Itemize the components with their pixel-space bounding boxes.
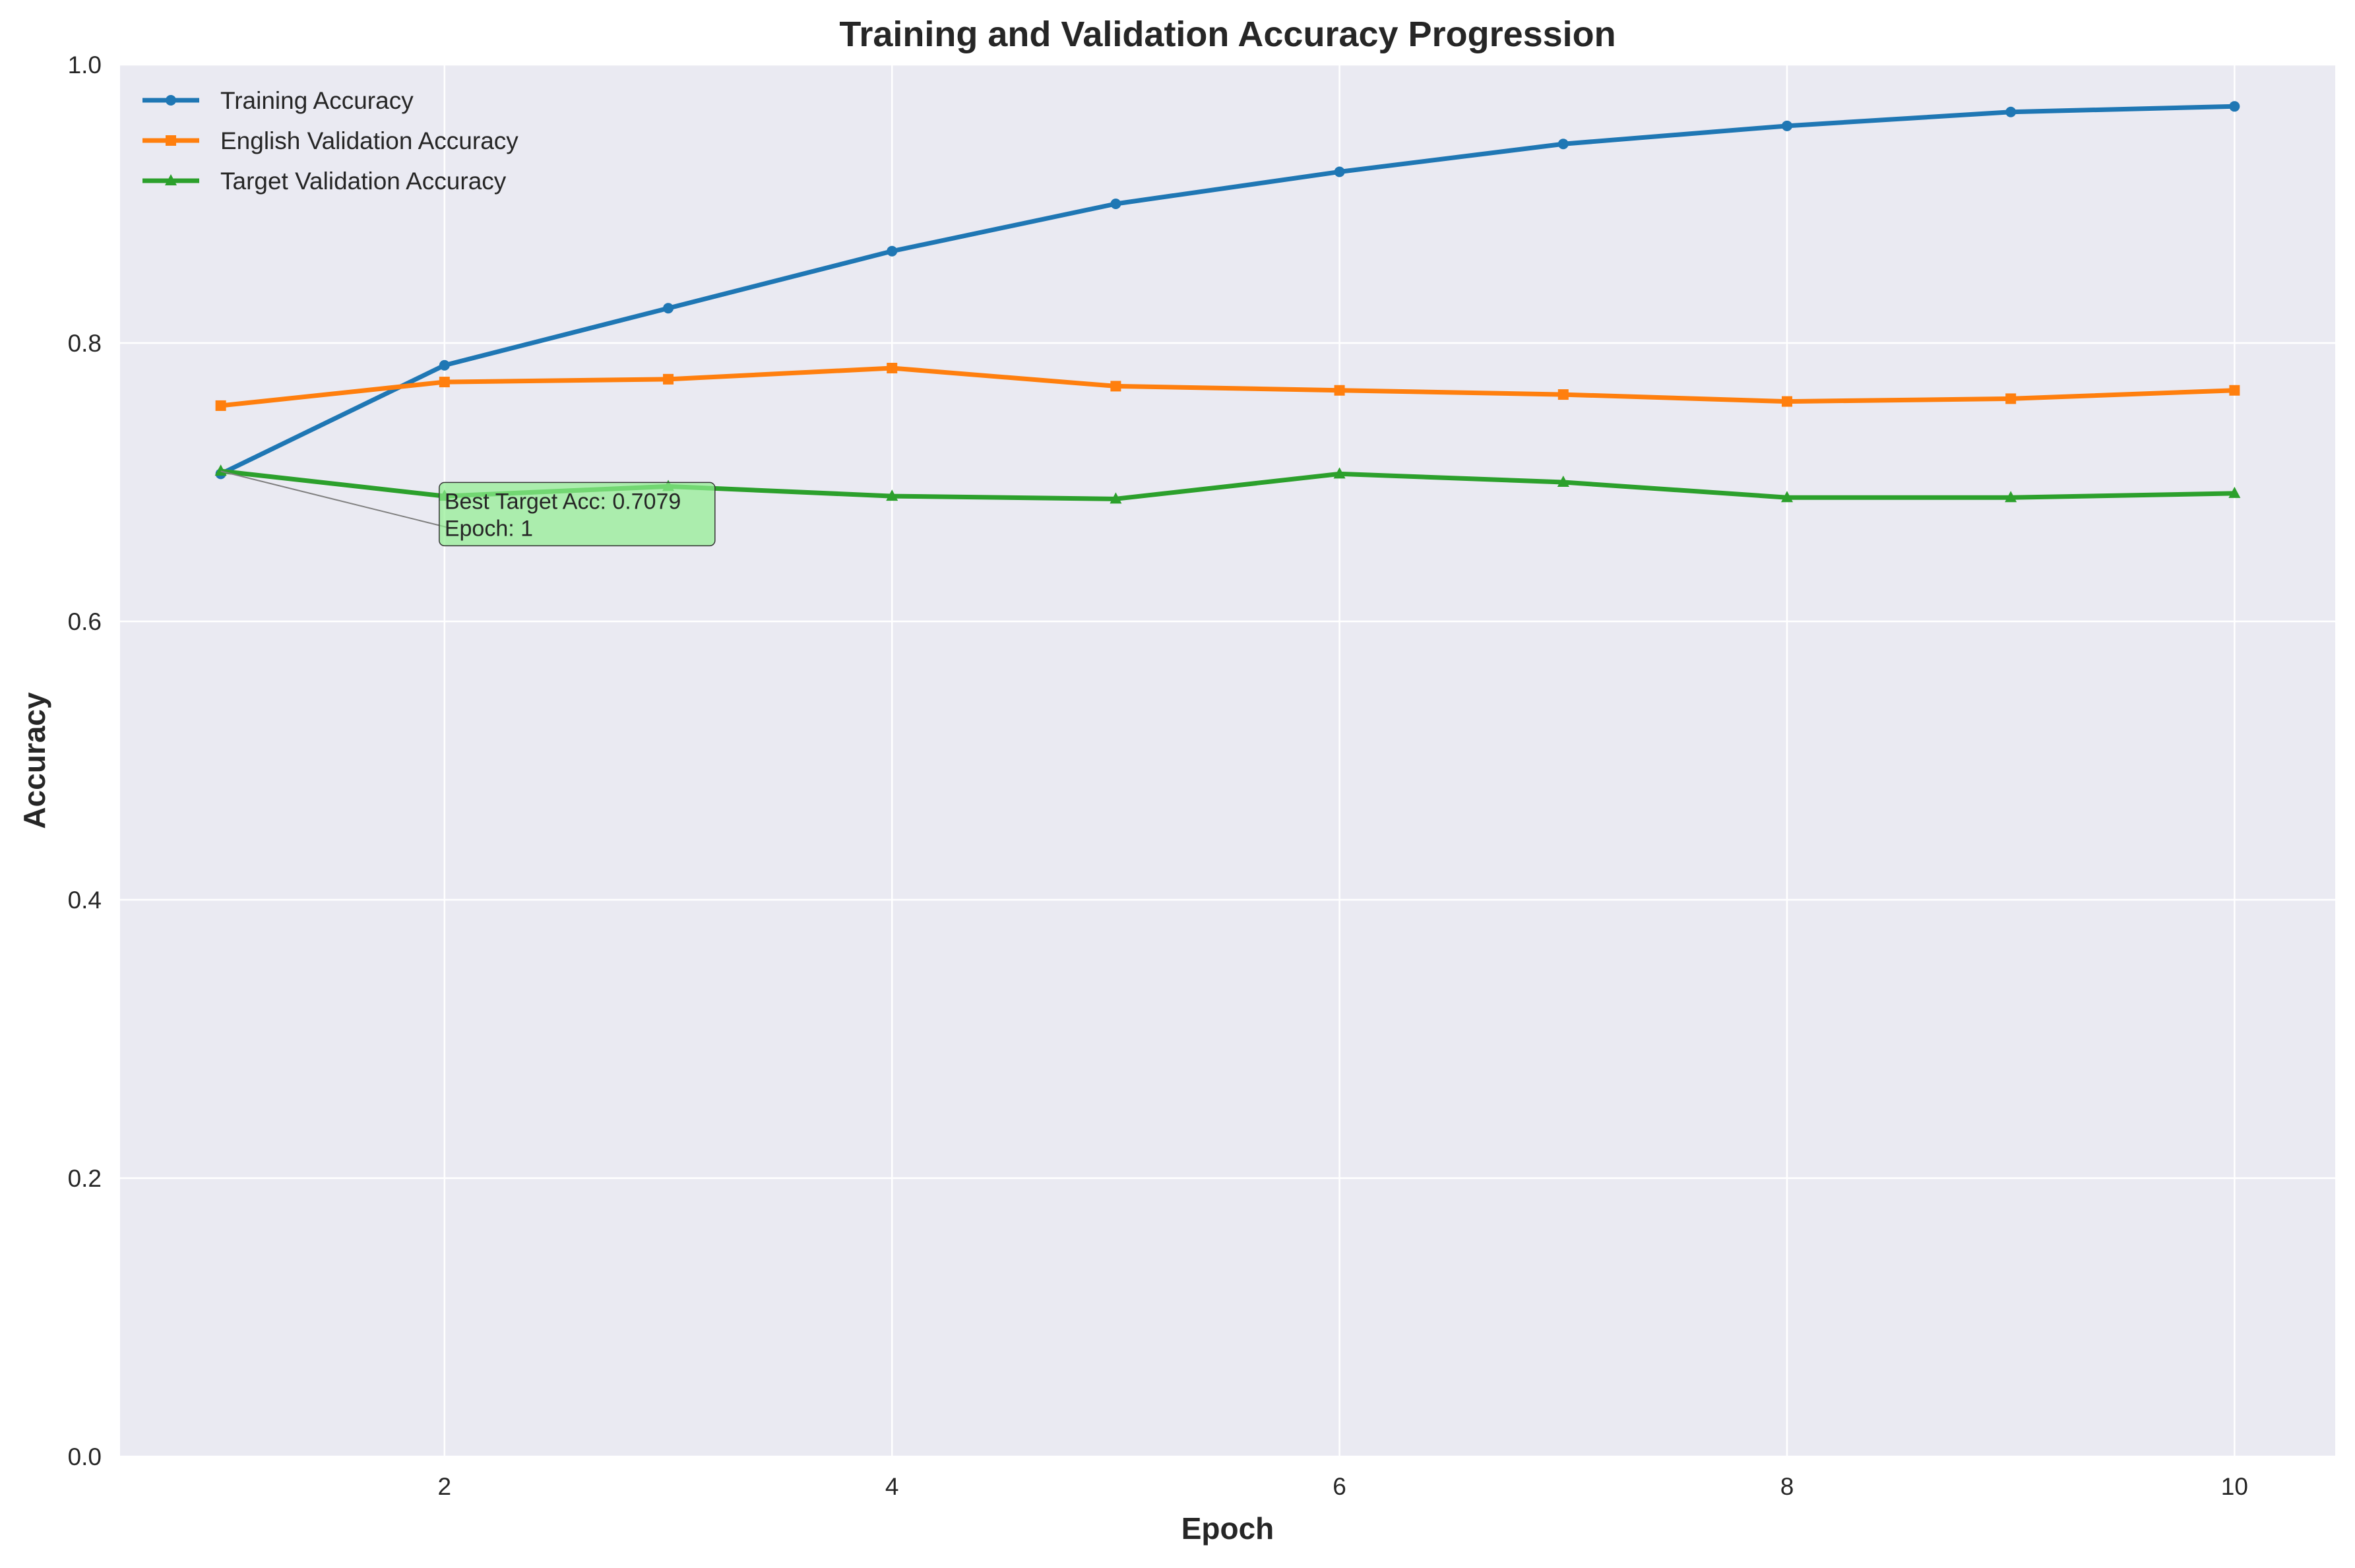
x-tick-label: 2 (438, 1473, 452, 1500)
data-point-marker (1557, 476, 1569, 487)
data-point-marker (1781, 120, 1792, 131)
series-line (218, 365, 2237, 408)
data-point-marker (886, 489, 898, 501)
data-point-marker (2229, 101, 2240, 112)
legend-item: Training Accuracy (142, 87, 414, 114)
series-group (215, 101, 2240, 480)
annotation-arrow (220, 470, 448, 528)
best-target-annotation: Best Target Acc: 0.7079 Epoch: 1 (220, 470, 716, 547)
y-tick-label: 0.4 (68, 887, 102, 914)
grid-lines (120, 63, 2335, 1458)
y-tick-labels: 0.0 0.2 0.4 0.6 0.8 1.0 (68, 51, 102, 1470)
legend-label: Target Validation Accuracy (220, 168, 507, 195)
series-line (218, 104, 2237, 476)
data-point-marker (1110, 199, 1121, 209)
x-tick-labels: 2 4 6 8 10 (438, 1473, 2248, 1500)
y-axis-label: Accuracy (17, 692, 51, 829)
chart-title: Training and Validation Accuracy Progres… (839, 15, 1616, 54)
plot-area (120, 65, 2335, 1457)
y-tick-label: 0.6 (68, 608, 102, 635)
data-point-marker (2005, 393, 2017, 404)
x-axis-label: Epoch (1181, 1511, 1274, 1546)
data-point-marker (1333, 467, 1346, 479)
data-point-marker (166, 135, 176, 146)
data-point-marker (2228, 486, 2241, 498)
data-point-marker (1334, 385, 1345, 396)
y-tick-label: 1.0 (68, 51, 102, 78)
annotation-box (439, 482, 716, 547)
annotation-best-acc-text: Best Target Acc: 0.7079 (445, 489, 681, 514)
annotation-epoch-text: Epoch: 1 (445, 516, 533, 541)
data-point-marker (2005, 491, 2017, 503)
y-tick-label: 0.2 (68, 1165, 102, 1192)
x-tick-label: 6 (1333, 1473, 1346, 1500)
data-point-marker (1110, 381, 1121, 392)
x-tick-label: 4 (885, 1473, 899, 1500)
x-tick-label: 8 (1780, 1473, 1794, 1500)
data-point-marker (1781, 396, 1792, 407)
data-point-marker (215, 400, 226, 411)
legend-item: Target Validation Accuracy (142, 168, 507, 195)
y-tick-label: 0.0 (68, 1443, 102, 1470)
data-point-marker (1110, 492, 1122, 504)
y-tick-label: 0.8 (68, 330, 102, 357)
data-point-marker (1557, 139, 1569, 150)
data-point-marker (439, 377, 450, 388)
data-point-marker (2005, 106, 2017, 117)
data-point-marker (887, 362, 898, 373)
data-point-marker (1334, 166, 1345, 177)
data-point-marker (663, 373, 674, 385)
legend-item: English Validation Accuracy (142, 127, 518, 154)
data-point-marker (439, 360, 450, 371)
data-point-marker (165, 174, 177, 185)
data-point-marker (214, 464, 227, 476)
series-group (215, 362, 2240, 411)
legend: Training Accuracy English Validation Accu… (142, 87, 518, 195)
data-point-marker (887, 245, 898, 257)
data-point-marker (1557, 389, 1569, 400)
legend-label: English Validation Accuracy (220, 127, 518, 154)
legend-label: Training Accuracy (220, 87, 414, 114)
data-point-marker (166, 95, 176, 106)
data-point-marker (1780, 491, 1793, 503)
x-tick-label: 10 (2221, 1473, 2248, 1500)
data-point-marker (663, 303, 674, 314)
data-point-marker (2229, 385, 2240, 396)
